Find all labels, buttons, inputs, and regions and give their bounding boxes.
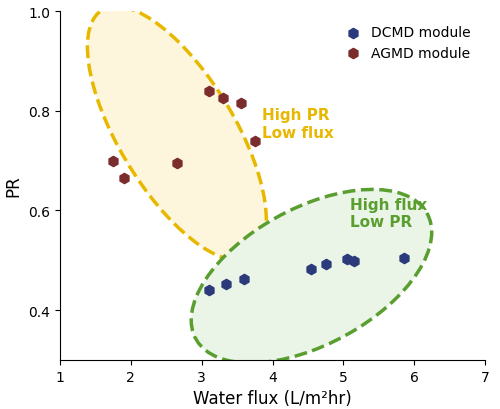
DCMD module	[222, 281, 230, 288]
DCMD module	[322, 261, 330, 268]
DCMD module	[350, 258, 358, 265]
Ellipse shape	[88, 7, 266, 261]
Ellipse shape	[191, 190, 432, 363]
DCMD module	[400, 255, 407, 261]
Legend: DCMD module, AGMD module: DCMD module, AGMD module	[332, 19, 478, 68]
AGMD module	[109, 158, 117, 164]
DCMD module	[205, 287, 213, 294]
Text: High PR
Low flux: High PR Low flux	[262, 108, 334, 140]
AGMD module	[120, 175, 128, 182]
AGMD module	[205, 88, 213, 95]
AGMD module	[236, 101, 244, 108]
AGMD module	[251, 138, 259, 145]
DCMD module	[308, 266, 316, 273]
Text: High flux
Low PR: High flux Low PR	[350, 197, 428, 229]
Y-axis label: PR: PR	[4, 175, 22, 197]
Point	[219, 96, 227, 103]
AGMD module	[173, 160, 181, 167]
DCMD module	[240, 276, 248, 283]
X-axis label: Water flux (L/m²hr): Water flux (L/m²hr)	[193, 389, 352, 407]
DCMD module	[343, 256, 351, 263]
